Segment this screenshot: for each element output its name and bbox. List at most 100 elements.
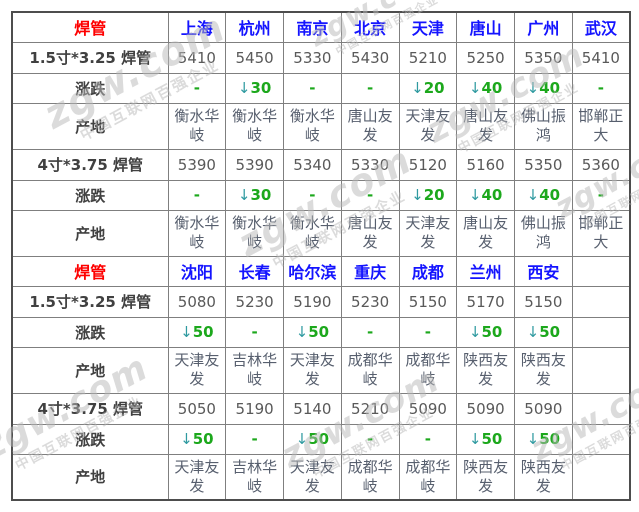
down-arrow-icon: ↓ [180, 430, 193, 448]
change-row: 涨跌 - ↓30- - ↓20 ↓40 ↓40- [11, 72, 631, 104]
price-cell [571, 392, 631, 425]
price-cell: 5050 [167, 392, 227, 425]
price-cell: 5230 [225, 285, 284, 318]
change-amount: 50 [481, 430, 503, 448]
price-cell: 5330 [283, 41, 342, 74]
city-header-cell: 唐山 [456, 11, 515, 43]
change-cell: - [398, 423, 458, 455]
change-cell: ↓50 [167, 423, 227, 455]
change-amount: 40 [539, 79, 561, 97]
city-header-cell: 重庆 [340, 255, 400, 287]
change-amount: 40 [481, 186, 503, 204]
price-cell: 5340 [283, 148, 342, 181]
city-header-cell: 成都 [398, 255, 458, 287]
origin-cell: 邯郸正大 [571, 102, 631, 150]
origin-cell: 衡水华岐 [283, 102, 342, 150]
section-2-header-row: 焊管 沈阳 长春 哈尔滨 重庆 成都 兰州 西安 [11, 255, 631, 287]
origin-cell: 佛山振鸿 [514, 102, 573, 150]
price-cell: 5150 [514, 285, 573, 318]
welded-pipe-price-table: 焊管 上海 杭州 南京 北京 天津 唐山 广州 武汉 1.5寸*3.25 焊管 5410 5450 53… [11, 11, 631, 501]
row-label-cell: 涨跌 [11, 423, 169, 455]
price-cell: 5080 [167, 285, 227, 318]
row-label-cell: 1.5寸*3.25 焊管 [11, 285, 169, 318]
price-cell: 5350 [514, 41, 573, 74]
down-arrow-icon: ↓ [468, 323, 482, 341]
price-cell: 5150 [398, 285, 458, 318]
price-cell: 5210 [398, 41, 458, 74]
down-arrow-icon: ↓ [526, 79, 540, 97]
price-cell: 5410 [571, 41, 631, 74]
origin-cell: 佛山振鸿 [514, 209, 573, 257]
row-label-cell: 产地 [11, 102, 169, 150]
city-header-cell: 杭州 [225, 11, 284, 43]
change-cell: ↓20 [398, 72, 458, 104]
change-cell: - [167, 72, 227, 104]
origin-cell: 唐山友发 [456, 209, 515, 257]
change-row: 涨跌 - ↓30- - ↓20 ↓40 ↓40- [11, 179, 631, 211]
change-cell: - [571, 72, 631, 104]
origin-cell: 衡水华岐 [167, 102, 227, 150]
price-cell: 5330 [340, 148, 400, 181]
origin-cell: 衡水华岐 [167, 209, 227, 257]
change-amount: 50 [539, 430, 561, 448]
origin-cell: 邯郸正大 [571, 209, 631, 257]
down-arrow-icon: ↓ [237, 79, 251, 97]
change-cell: - [283, 72, 342, 104]
change-cell [571, 423, 631, 455]
change-cell: - [225, 316, 284, 348]
city-header-cell: 上海 [167, 11, 227, 43]
origin-cell: 吉林华岐 [225, 453, 284, 501]
change-cell: ↓50 [456, 423, 515, 455]
price-cell: 5430 [340, 41, 400, 74]
change-cell: ↓30 [225, 72, 284, 104]
change-amount: 50 [192, 323, 214, 341]
down-arrow-icon: ↓ [526, 323, 540, 341]
city-header-cell: 天津 [398, 11, 458, 43]
change-cell: ↓50 [456, 316, 515, 348]
change-cell: - [571, 179, 631, 211]
price-cell: 5210 [340, 392, 400, 425]
down-arrow-icon: ↓ [295, 323, 309, 341]
change-cell: ↓50 [283, 316, 342, 348]
price-cell: 5410 [167, 41, 227, 74]
origin-cell: 唐山友发 [340, 102, 400, 150]
product-header-cell: 焊管 [11, 11, 169, 43]
row-label-cell: 产地 [11, 209, 169, 257]
origin-row: 产地 天津友发 吉林华岐 天津友发 成都华岐 成都华岐 陕西友发 陕西友发 [11, 453, 631, 501]
origin-cell: 衡水华岐 [225, 209, 284, 257]
price-cell: 5360 [571, 148, 631, 181]
origin-cell: 唐山友发 [456, 102, 515, 150]
change-row: 涨跌 ↓50- ↓50- - ↓50 ↓50 [11, 316, 631, 348]
down-arrow-icon: ↓ [468, 79, 482, 97]
change-cell: - [225, 423, 284, 455]
row-label-cell: 涨跌 [11, 179, 169, 211]
origin-cell [571, 453, 631, 501]
origin-cell: 成都华岐 [340, 346, 400, 394]
origin-cell: 天津友发 [283, 346, 342, 394]
change-cell [571, 316, 631, 348]
change-cell: ↓40 [456, 72, 515, 104]
change-amount: 50 [481, 323, 503, 341]
origin-cell: 陕西友发 [456, 453, 515, 501]
price-cell: 5090 [398, 392, 458, 425]
origin-cell: 成都华岐 [398, 453, 458, 501]
change-cell: - [340, 316, 400, 348]
change-amount: 50 [539, 323, 561, 341]
price-cell: 5390 [167, 148, 227, 181]
change-cell: ↓40 [456, 179, 515, 211]
price-row: 4寸*3.75 焊管 5390 5390 5340 5330 5120 5160 5350 53… [11, 148, 631, 181]
price-cell: 5190 [225, 392, 284, 425]
origin-cell: 天津友发 [167, 453, 227, 501]
change-amount: 20 [423, 79, 445, 97]
change-amount: 50 [308, 430, 330, 448]
price-row: 4寸*3.75 焊管 5050 5190 5140 5210 5090 5090 5090 [11, 392, 631, 425]
price-cell: 5450 [225, 41, 284, 74]
price-cell: 5250 [456, 41, 515, 74]
price-row: 1.5寸*3.25 焊管 5410 5450 5330 5430 5210 5250 5350… [11, 41, 631, 74]
change-cell: ↓50 [514, 316, 573, 348]
change-cell: - [398, 316, 458, 348]
origin-cell: 衡水华岐 [225, 102, 284, 150]
origin-cell: 天津友发 [398, 209, 458, 257]
city-header-cell [571, 255, 631, 287]
city-header-cell: 西安 [514, 255, 573, 287]
